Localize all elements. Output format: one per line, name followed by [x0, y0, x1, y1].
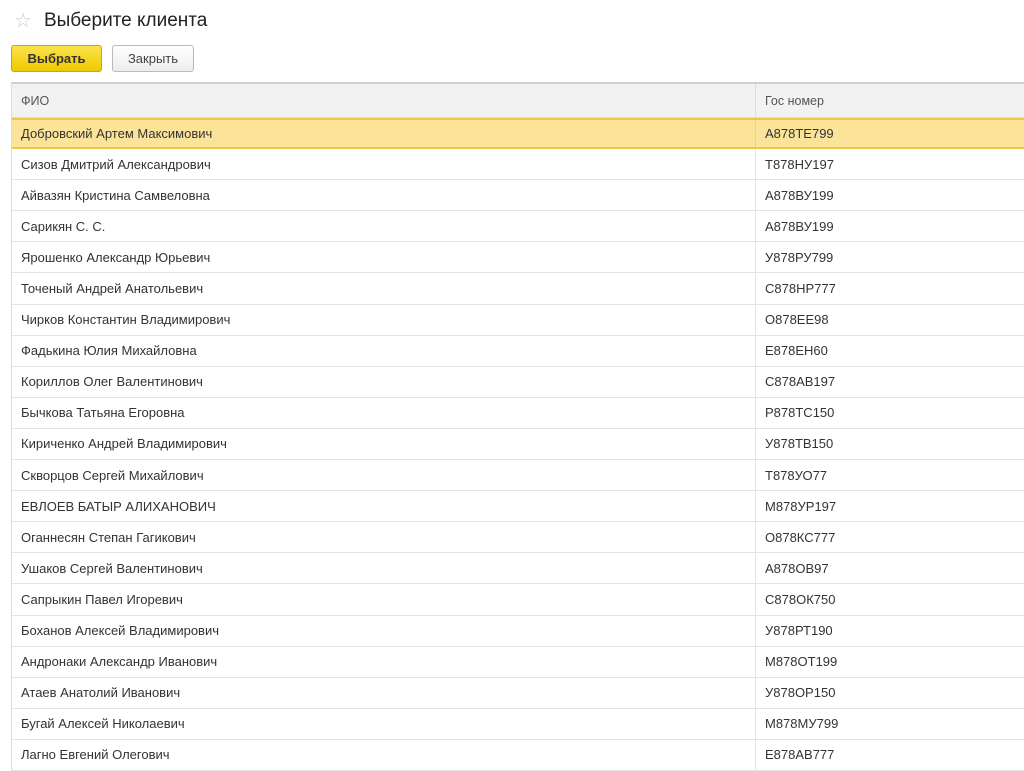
column-header-plate[interactable]: Гос номер [765, 93, 824, 108]
table-row[interactable]: ЕВЛОЕВ БАТЫР АЛИХАНОВИЧ М878УР197 [12, 491, 1024, 523]
cell-name: Ярошенко Александр Юрьевич [12, 242, 756, 273]
column-header-name[interactable]: ФИО [12, 84, 756, 117]
cell-name: Боханов Алексей Владимирович [12, 615, 756, 646]
table-row[interactable]: Атаев Анатолий Иванович У878ОР150 [12, 677, 1024, 709]
table-row[interactable]: Сизов Дмитрий Александрович Т878НУ197 [12, 149, 1024, 181]
table-row[interactable]: Кириченко Андрей Владимирович У878ТВ150 [12, 428, 1024, 461]
cell-plate: М878МУ799 [765, 716, 839, 732]
table-row[interactable]: Кориллов Олег Валентинович С878АВ197 [12, 366, 1024, 398]
cell-plate: С878АВ197 [765, 374, 836, 390]
table-row[interactable]: Сарикян С. С. А878ВУ199 [12, 211, 1024, 243]
table-row[interactable]: Чирков Константин Владимирович О878ЕЕ98 [12, 304, 1024, 336]
cell-name: Чирков Константин Владимирович [12, 304, 756, 335]
cell-name: Атаев Анатолий Иванович [12, 677, 756, 708]
cell-name: Сизов Дмитрий Александрович [12, 149, 756, 180]
cell-plate: У878ТВ150 [765, 436, 834, 452]
cell-plate: Е878ЕН60 [765, 343, 828, 359]
cell-plate: Р878ТС150 [765, 405, 835, 421]
table-row[interactable]: Сапрыкин Павел Игоревич С878ОК750 [12, 584, 1024, 616]
table-row[interactable]: Андронаки Александр Иванович М878ОТ199 [12, 646, 1024, 678]
table-row[interactable]: Боханов Алексей Владимирович У878РТ190 [12, 615, 1024, 647]
cell-plate: Т878НУ197 [765, 156, 834, 172]
toolbar: Выбрать Закрыть [11, 45, 194, 72]
select-button[interactable]: Выбрать [11, 45, 102, 72]
cell-plate: Е878АВ777 [765, 747, 835, 763]
cell-name: Бычкова Татьяна Егоровна [12, 397, 756, 428]
table-row[interactable]: Бугай Алексей Николаевич М878МУ799 [12, 708, 1024, 740]
table-row[interactable]: Оганнесян Степан Гагикович О878КС777 [12, 522, 1024, 554]
cell-name: Фадькина Юлия Михайловна [12, 335, 756, 366]
cell-name: Скворцов Сергей Михайлович [12, 460, 756, 491]
cell-name: Бугай Алексей Николаевич [12, 708, 756, 739]
cell-plate: М878УР197 [765, 498, 837, 514]
cell-name: Кориллов Олег Валентинович [12, 366, 756, 397]
cell-plate: О878КС777 [765, 529, 836, 545]
cell-name: Кириченко Андрей Владимирович [12, 428, 756, 460]
cell-plate: А878ВУ199 [765, 187, 834, 203]
cell-name: Сапрыкин Павел Игоревич [12, 584, 756, 615]
cell-name: ЕВЛОЕВ БАТЫР АЛИХАНОВИЧ [12, 491, 756, 522]
cell-name: Лагно Евгений Олегович [12, 739, 756, 770]
table-row[interactable]: Добровский Артем Максимович А878ТЕ799 [12, 118, 1024, 150]
table-row[interactable]: Скворцов Сергей Михайлович Т878УО77 [12, 460, 1024, 492]
table-row[interactable]: Айвазян Кристина Самвеловна А878ВУ199 [12, 180, 1024, 212]
cell-plate: Т878УО77 [765, 467, 828, 483]
table-row[interactable]: Ушаков Сергей Валентинович А878ОВ97 [12, 553, 1024, 585]
table-row[interactable]: Лагно Евгений Олегович Е878АВ777 [12, 739, 1024, 771]
table-row[interactable]: Точеный Андрей Анатольевич С878НР777 [12, 273, 1024, 305]
cell-plate: А878ВУ199 [765, 218, 834, 234]
table-row[interactable]: Фадькина Юлия Михайловна Е878ЕН60 [12, 335, 1024, 367]
cell-plate: У878ОР150 [765, 685, 836, 701]
cell-name: Оганнесян Степан Гагикович [12, 522, 756, 553]
cell-name: Андронаки Александр Иванович [12, 646, 756, 677]
star-icon[interactable]: ☆ [14, 10, 32, 32]
cell-plate: М878ОТ199 [765, 654, 838, 670]
table-row[interactable]: Ярошенко Александр Юрьевич У878РУ799 [12, 242, 1024, 274]
cell-name: Ушаков Сергей Валентинович [12, 553, 756, 584]
cell-plate: А878ТЕ799 [765, 126, 834, 142]
table-header: ФИО Гос номер [12, 84, 1024, 118]
cell-plate: А878ОВ97 [765, 560, 829, 576]
table-row[interactable]: Бычкова Татьяна Егоровна Р878ТС150 [12, 397, 1024, 429]
cell-plate: У878РТ190 [765, 623, 833, 639]
cell-name: Айвазян Кристина Самвеловна [12, 180, 756, 211]
page-title: Выберите клиента [43, 9, 208, 31]
cell-plate: С878ОК750 [765, 591, 836, 607]
clients-table: ФИО Гос номер Добровский Артем Максимови… [11, 82, 1024, 771]
cell-plate: У878РУ799 [765, 249, 834, 265]
table-body: Добровский Артем Максимович А878ТЕ799 Сизо… [12, 118, 1024, 771]
title-bar: ☆ Выберите клиента [14, 8, 207, 33]
close-button[interactable]: Закрыть [112, 45, 194, 72]
cell-name: Сарикян С. С. [12, 211, 756, 242]
cell-name: Точеный Андрей Анатольевич [12, 273, 756, 304]
cell-name: Добровский Артем Максимович [12, 120, 756, 148]
cell-plate: С878НР777 [765, 281, 836, 297]
cell-plate: О878ЕЕ98 [765, 312, 829, 328]
